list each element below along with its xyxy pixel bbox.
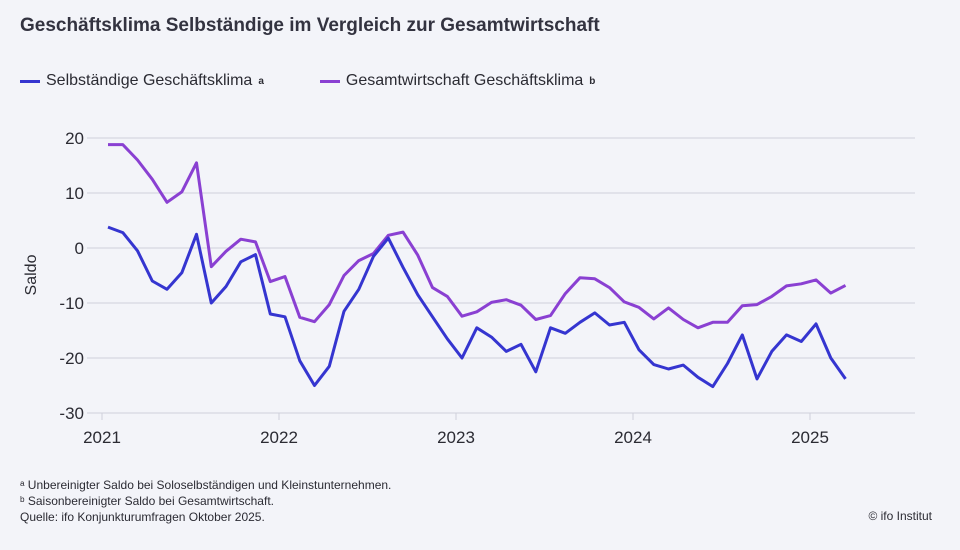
- legend-swatch: [20, 79, 40, 83]
- chart-title: Geschäftsklima Selbständige im Vergleich…: [20, 15, 600, 36]
- footnote-a: ᵃ Unbereinigter Saldo bei Soloselbständi…: [20, 478, 392, 492]
- legend: Selbständige Geschäftsklima a Gesamtwirts…: [20, 72, 595, 90]
- y-tick-label: 10: [65, 184, 84, 203]
- x-tick-label: 2024: [614, 428, 652, 447]
- y-axis-label: Saldo: [23, 254, 40, 295]
- copyright: © ifo Institut: [868, 509, 932, 523]
- footnote-b: ᵇ Saisonbereinigter Saldo bei Gesamtwirt…: [20, 494, 274, 508]
- series-line: [107, 225, 847, 389]
- legend-sup: a: [258, 75, 264, 87]
- legend-item-gesamtwirtschaft: Gesamtwirtschaft Geschäftsklima b: [319, 72, 596, 90]
- legend-label: Gesamtwirtschaft Geschäftsklima: [345, 72, 584, 89]
- x-tick-label: 2021: [83, 428, 121, 447]
- legend-swatch: [319, 79, 340, 83]
- x-tick-label: 2023: [437, 428, 475, 447]
- y-tick-label: -20: [59, 349, 84, 368]
- y-tick-label: 20: [65, 129, 84, 148]
- x-tick-label: 2025: [791, 428, 829, 447]
- series-line: [108, 143, 847, 330]
- source: Quelle: ifo Konjunkturumfragen Oktober 2…: [20, 510, 265, 524]
- x-tick-label: 2022: [260, 428, 298, 447]
- legend-sup: b: [589, 75, 596, 87]
- y-tick-label: 0: [75, 239, 84, 258]
- y-tick-label: -10: [59, 294, 84, 313]
- legend-label: Selbständige Geschäftsklima: [46, 72, 253, 89]
- footnotes: ᵃ Unbereinigter Saldo bei Soloselbständi…: [20, 477, 391, 525]
- y-tick-label: -30: [59, 404, 84, 423]
- legend-item-selbstaendige: Selbständige Geschäftsklima a: [20, 72, 264, 90]
